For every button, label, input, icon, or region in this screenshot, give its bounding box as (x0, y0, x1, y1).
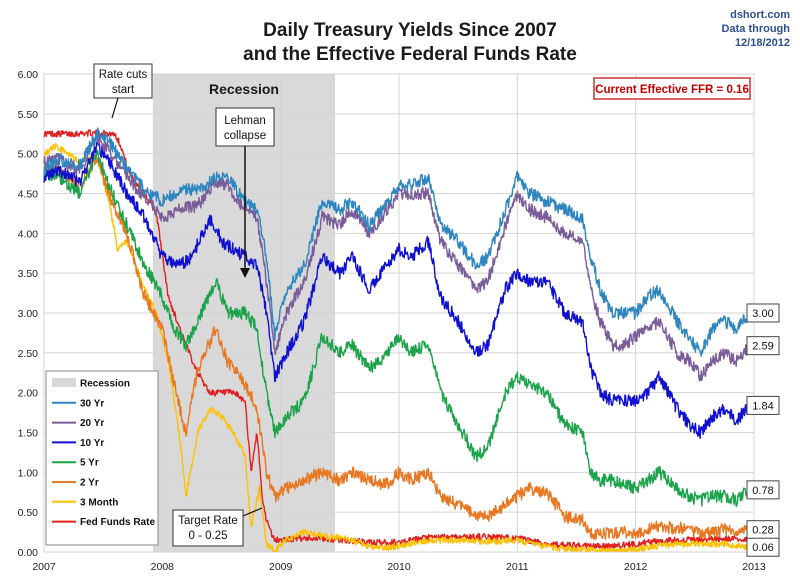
end-value-label: 0.28 (752, 525, 773, 537)
y-tick-label: 0.50 (18, 507, 39, 519)
callout-text: Current Effective FFR = 0.16 (595, 84, 749, 96)
annotation-rate-cuts-arrow (111, 97, 119, 119)
series-line-30-yr (43, 127, 750, 357)
annotation-rate-cuts: Rate cuts start (93, 63, 153, 119)
annotation-target-rate-line-1: Target Rate (178, 515, 237, 527)
end-value-label: 2.59 (752, 341, 773, 353)
end-value-20-yr: 2.59 (746, 336, 780, 356)
annotation-target-rate-line-2: 0 - 0.25 (189, 530, 228, 542)
end-value-label: 3.00 (752, 308, 773, 320)
end-value-5-yr: 0.78 (746, 480, 780, 500)
annotation-rate-cuts-line-1: Rate cuts (99, 69, 148, 81)
end-value-30-yr: 3.00 (746, 303, 780, 323)
legend-label-fed-funds-rate: Fed Funds Rate (80, 517, 155, 528)
legend-label-20-yr: 20 Yr (80, 418, 104, 429)
x-tick-label: 2012 (624, 561, 648, 573)
series-line-10-yr (43, 141, 750, 440)
end-value-box (746, 395, 780, 415)
end-value-label: 0.06 (752, 542, 773, 554)
series-line-20-yr (43, 133, 750, 382)
legend-label-2-yr: 2 Yr (80, 478, 99, 489)
legend-label-10-yr: 10 Yr (80, 438, 104, 449)
y-tick-label: 3.00 (18, 308, 39, 320)
annotation-target-rate: Target Rate 0 - 0.25 (172, 507, 263, 547)
legend: Recession 30 Yr 20 Yr 10 Yr 5 Yr 2 Yr 3 Month F… (45, 370, 159, 546)
y-tick-label: 6.00 (18, 69, 39, 81)
x-tick-label: 2010 (387, 561, 411, 573)
chart-title-line-2: and the Effective Federal Funds Rate (243, 44, 577, 65)
legend-label-3-month: 3 Month (80, 497, 118, 508)
end-value-box (746, 537, 780, 557)
legend-entry-fed-funds-rate: Fed Funds Rate (52, 517, 155, 528)
y-tick-label: 2.50 (18, 348, 39, 360)
x-tick-label: 2013 (742, 561, 766, 573)
legend-entry-30-yr: 30 Yr (52, 398, 104, 409)
source-date: 12/18/2012 (735, 37, 790, 49)
end-value-box (746, 480, 780, 500)
axis-labels: 0.00 0.50 1.00 1.50 2.00 2.50 3.00 3.50 4.00 4.50… (18, 69, 766, 573)
annotation-rate-cuts-line-2: start (112, 84, 135, 96)
legend-label-5-yr: 5 Yr (80, 458, 99, 469)
annotation-lehman-line-2: collapse (224, 130, 266, 142)
x-tick-label: 2011 (506, 561, 529, 573)
chart-title-line-1: Daily Treasury Yields Since 2007 (263, 20, 557, 41)
y-tick-label: 4.50 (18, 189, 39, 201)
annotation-lehman-line-1: Lehman (224, 115, 266, 127)
legend-box (45, 370, 159, 546)
end-value-box (746, 336, 780, 356)
series-layer (43, 127, 750, 552)
end-value-10-yr: 1.84 (746, 395, 780, 415)
legend-entry-10-yr: 10 Yr (52, 438, 104, 449)
legend-entry-3-month: 3 Month (52, 497, 118, 508)
x-tick-label: 2008 (151, 561, 175, 573)
y-tick-label: 4.00 (18, 228, 39, 240)
annotation-lehman: Lehman collapse (215, 107, 275, 278)
legend-label-30-yr: 30 Yr (80, 398, 104, 409)
legend-entry-2-yr: 2 Yr (52, 478, 99, 489)
y-tick-label: 0.00 (18, 547, 39, 559)
x-tick-label: 2007 (32, 561, 56, 573)
legend-entry-20-yr: 20 Yr (52, 418, 104, 429)
legend-label-recession: Recession (80, 379, 130, 390)
y-tick-label: 5.50 (18, 109, 39, 121)
series-line-2-yr (43, 154, 750, 540)
y-tick-label: 2.00 (18, 388, 39, 400)
end-value-box (746, 303, 780, 323)
annotation-lehman-arrowhead (240, 268, 250, 278)
x-tick-label: 2009 (269, 561, 293, 573)
y-tick-label: 1.50 (18, 428, 39, 440)
y-tick-label: 3.50 (18, 268, 39, 280)
legend-swatch-recession (52, 378, 76, 387)
end-value-2-yr: 0.28 (746, 520, 780, 540)
source-site: dshort.com (730, 9, 790, 21)
y-tick-label: 1.00 (18, 467, 39, 479)
legend-entry-recession: Recession (52, 378, 130, 390)
grid (43, 73, 755, 553)
recession-label: Recession (209, 81, 279, 97)
end-labels: 3.00 2.59 1.84 0.78 0.28 0.06 (746, 303, 780, 557)
end-value-label: 0.78 (752, 485, 773, 497)
source-data-through: Data through (722, 23, 791, 35)
y-tick-label: 5.00 (18, 149, 39, 161)
legend-entry-5-yr: 5 Yr (52, 458, 99, 469)
callout-box: Current Effective FFR = 0.16 (593, 77, 751, 100)
end-value-3-month: 0.06 (746, 537, 780, 557)
legend-entries: Recession 30 Yr 20 Yr 10 Yr 5 Yr 2 Yr 3 Month F… (52, 378, 155, 528)
series-line-3-month (43, 142, 750, 552)
series-line-5-yr (43, 149, 750, 508)
end-value-label: 1.84 (752, 400, 773, 412)
annotation-target-rate-arrow (242, 507, 263, 517)
